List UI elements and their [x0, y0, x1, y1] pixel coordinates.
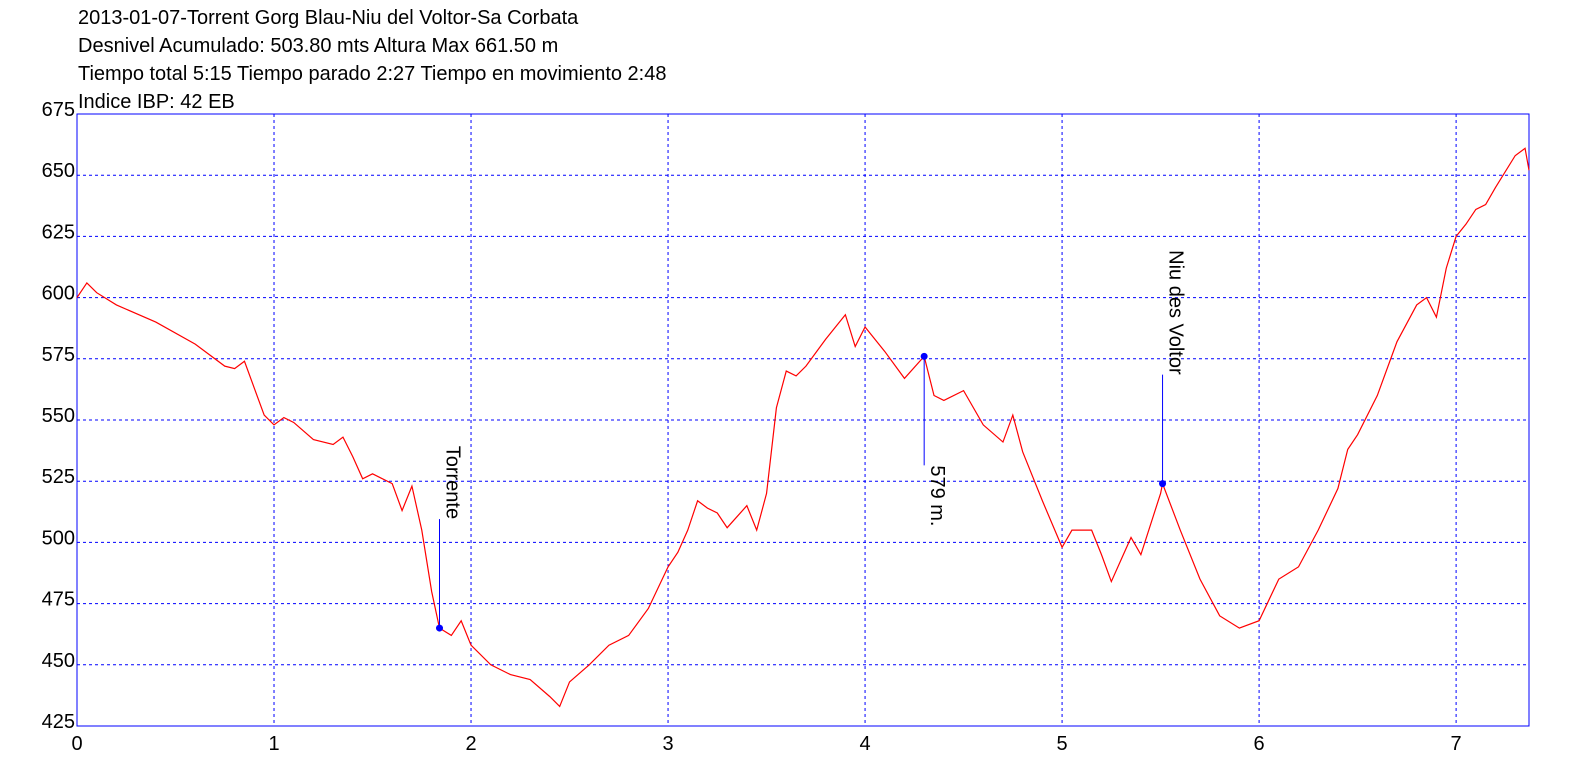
x-tick-label: 7	[1451, 733, 1462, 755]
annotation-label: 579 m.	[926, 465, 948, 526]
x-tick-label: 3	[662, 733, 673, 755]
y-tick-label: 525	[42, 466, 75, 488]
x-tick-label: 6	[1254, 733, 1265, 755]
annotation-marker	[920, 352, 928, 360]
x-tick-label: 1	[268, 733, 279, 755]
y-tick-label: 600	[42, 283, 75, 305]
title-line: Indice IBP: 42 EB	[78, 91, 235, 113]
plot-frame	[76, 113, 1530, 727]
annotation-marker	[1159, 480, 1167, 488]
annotation-marker	[436, 624, 444, 632]
x-tick-label: 4	[859, 733, 870, 755]
x-tick-label: 5	[1057, 733, 1068, 755]
title-line: Desnivel Acumulado: 503.80 mts Altura Ma…	[78, 35, 558, 57]
elevation-line	[76, 147, 1530, 708]
annotation-label: Torrente	[442, 446, 464, 519]
title-line: 2013-01-07-Torrent Gorg Blau-Niu del Vol…	[78, 7, 579, 29]
x-tick-label: 0	[71, 733, 82, 755]
y-tick-label: 475	[42, 589, 75, 611]
y-tick-label: 650	[42, 160, 75, 182]
title-line: Tiempo total 5:15 Tiempo parado 2:27 Tie…	[78, 63, 667, 85]
y-tick-label: 625	[42, 221, 75, 243]
y-tick-label: 675	[42, 99, 75, 121]
y-tick-label: 575	[42, 344, 75, 366]
y-tick-label: 425	[42, 711, 75, 733]
x-tick-label: 2	[465, 733, 476, 755]
annotation-label: Niu des Voltor	[1165, 250, 1187, 375]
y-tick-label: 550	[42, 405, 75, 427]
y-tick-label: 500	[42, 527, 75, 549]
y-tick-label: 450	[42, 650, 75, 672]
